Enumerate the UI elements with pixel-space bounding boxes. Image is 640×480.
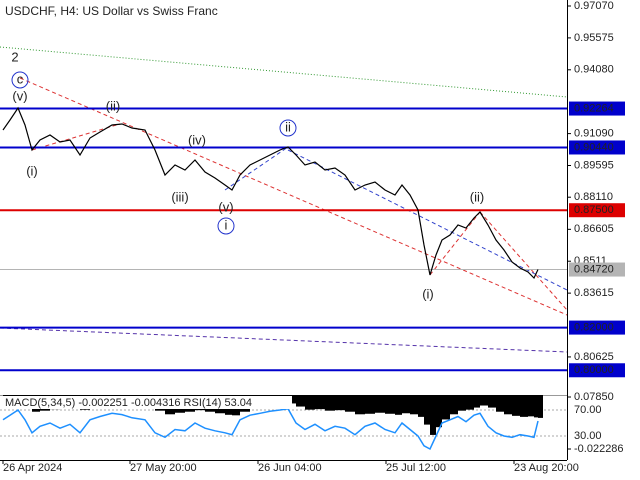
- wave-label: (ii): [106, 98, 120, 113]
- wave-circle: [279, 119, 297, 137]
- macd-bar: [402, 395, 410, 414]
- macd-bar: [450, 395, 458, 415]
- level-box: [569, 262, 625, 277]
- level-box: [569, 140, 625, 155]
- wave-label: (ii): [470, 189, 484, 204]
- x-tick-label: 23 Aug 20:00: [514, 462, 579, 474]
- y2-tick-label: 70.00: [574, 404, 602, 416]
- y-tick-label: 0.95575: [574, 32, 614, 44]
- macd-bar: [305, 395, 315, 410]
- trend-line: [0, 46, 568, 98]
- macd-bar: [512, 395, 520, 416]
- level-label: 0.90440: [574, 141, 614, 153]
- macd-bar: [474, 395, 480, 408]
- macd-bar: [424, 395, 430, 425]
- rsi-line: [2, 407, 539, 451]
- wave-circle: [217, 217, 235, 235]
- x-tick-label: 27 May 20:00: [130, 462, 197, 474]
- macd-bar: [504, 395, 512, 415]
- y-tick-label: 0.91090: [574, 128, 614, 140]
- x-tick-label: 25 Jul 12:00: [386, 462, 446, 474]
- level-box: [569, 363, 625, 378]
- macd-bar: [496, 395, 504, 412]
- macd-bar: [418, 395, 424, 417]
- y-tick-label: 0.89595: [574, 159, 614, 171]
- macd-bar: [528, 395, 534, 417]
- macd-bar: [365, 395, 375, 414]
- x-tick-label: 26 Jun 04:00: [258, 462, 322, 474]
- macd-bar: [436, 395, 442, 428]
- macd-bar: [315, 395, 325, 410]
- price-line: [2, 106, 539, 280]
- macd-bar: [385, 395, 395, 414]
- trend-line: [31, 123, 121, 151]
- y-tick-label: 0.80625: [574, 351, 614, 363]
- wave-circle: [11, 71, 29, 89]
- macd-bar: [430, 395, 436, 435]
- macd-bar: [534, 395, 538, 418]
- y-tick-label: 0.86605: [574, 223, 614, 235]
- wave-label: 2: [11, 49, 18, 64]
- macd-bar: [395, 395, 402, 415]
- wave-label: (v): [218, 199, 233, 214]
- trend-line: [287, 149, 568, 291]
- wave-label: (v): [12, 88, 27, 103]
- macd-bar: [488, 395, 496, 408]
- trend-line: [19, 77, 568, 316]
- level-label: 0.87500: [574, 204, 614, 216]
- macd-bar: [466, 395, 474, 410]
- wave-label: c: [17, 71, 24, 86]
- title-bg: [2, 3, 232, 19]
- macd-bar: [335, 395, 345, 411]
- macd-bar: [296, 395, 305, 407]
- level-label: 0.92264: [574, 102, 614, 114]
- wave-label: (i): [26, 163, 38, 178]
- y-tick-label: -0.022286: [574, 443, 624, 455]
- macd-bar: [375, 395, 385, 413]
- macd-bar: [345, 395, 355, 412]
- level-label: 0.84720: [574, 263, 614, 275]
- macd-bar: [538, 395, 543, 418]
- y-tick-label: 0.83615: [574, 287, 614, 299]
- wave-label: ii: [285, 119, 291, 134]
- x-tick-label: 26 Apr 2024: [3, 462, 62, 474]
- macd-bar: [442, 395, 450, 420]
- level-label: 0.82000: [574, 321, 614, 333]
- level-box: [569, 320, 625, 335]
- y-tick-label: 0.88110: [574, 191, 613, 203]
- y2-tick-label: 30.00: [574, 430, 602, 442]
- y-tick-label: 0.97070: [574, 0, 614, 12]
- trend-line: [479, 211, 568, 311]
- chart-title: USDCHF, H4: US Dollar vs Swiss Franc: [5, 4, 218, 18]
- level-label: 0.80000: [574, 364, 614, 376]
- indicator-title-bg: [2, 396, 292, 409]
- trend-line: [0, 327, 568, 353]
- macd-bar: [520, 395, 528, 417]
- wave-label: i: [225, 217, 228, 232]
- level-box: [569, 101, 625, 116]
- wave-label: (iii): [171, 189, 188, 204]
- macd-bar: [480, 395, 488, 406]
- macd-bar: [325, 395, 335, 411]
- macd-bar: [458, 395, 466, 411]
- level-box: [569, 203, 625, 218]
- trend-line: [224, 146, 289, 191]
- macd-bar: [355, 395, 365, 415]
- wave-label: (iv): [188, 132, 206, 147]
- y-tick-label: 0.07850: [574, 391, 614, 403]
- y-tick-label: 0.94080: [574, 64, 614, 76]
- wave-label: (i): [422, 286, 434, 301]
- macd-bar: [410, 395, 418, 415]
- indicator-title: MACD(5,34,5) -0.002251 -0.004316 RSI(14)…: [5, 397, 252, 409]
